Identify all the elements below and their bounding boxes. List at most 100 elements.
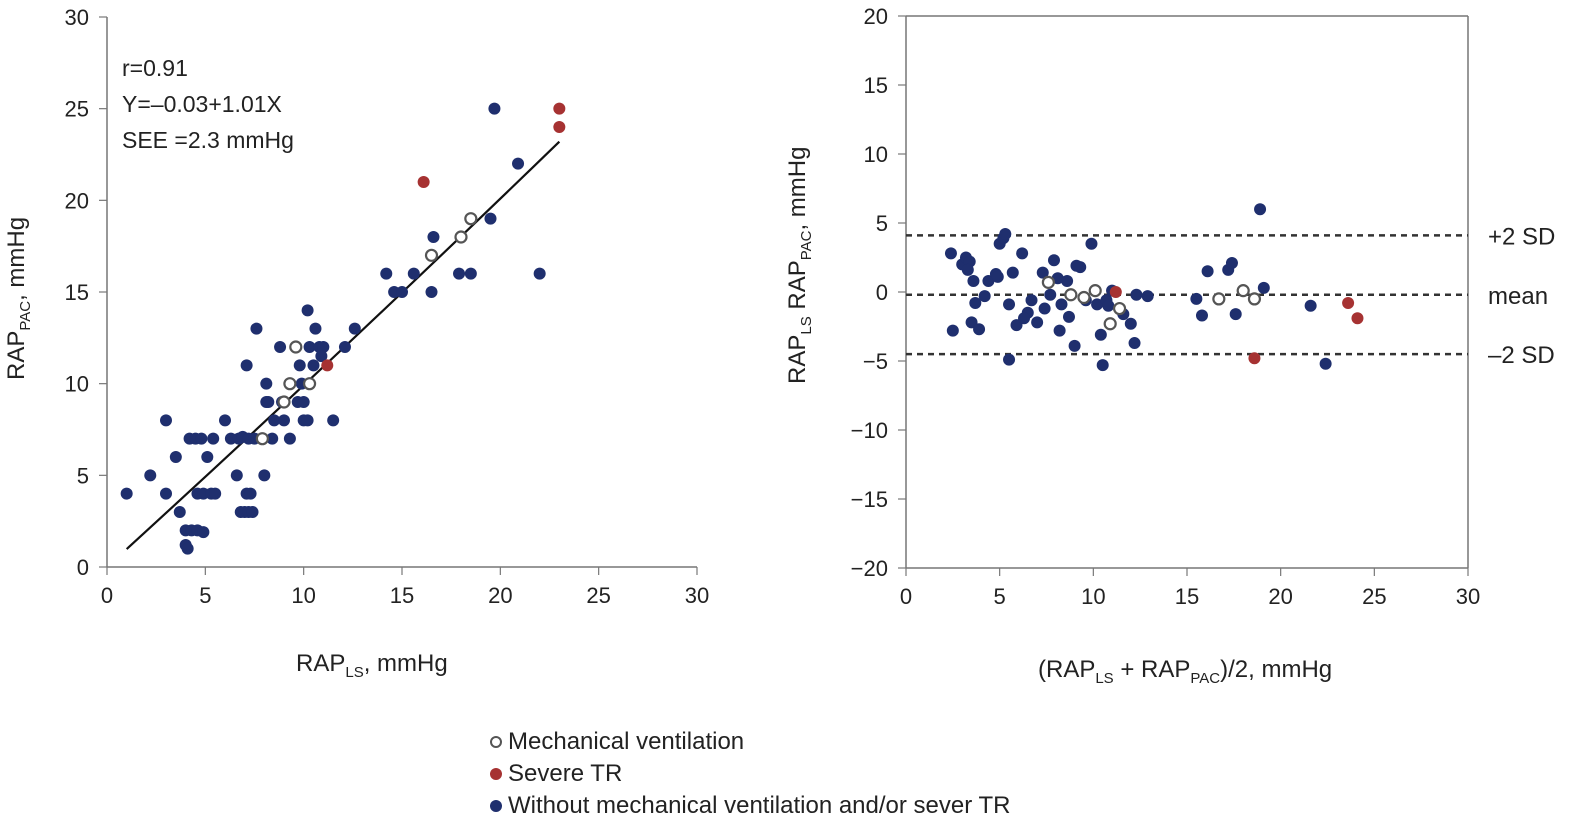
point-mechanical-ventilation [464,212,478,226]
point-without-mv-tr [173,506,186,518]
point-without-mv-tr [1141,290,1154,303]
point-without-mv-tr [348,322,361,335]
legend-marker-blue-dot-icon [490,800,502,812]
point-severe-tr [321,359,334,372]
point-severe-tr [1109,286,1122,298]
point-mechanical-ventilation [1077,290,1091,305]
point-without-mv-tr [301,414,314,427]
point-severe-tr [417,176,430,188]
legend-item-mechanical-ventilation: Mechanical ventilation [490,726,1010,758]
scatter-plot-correlation: 0 5 10 15 20 25 30 0 5 10 15 20 25 30 r=0.91 Y=–0.03+… [3,5,709,681]
point-without-mv-tr [991,270,1004,283]
right-x-tick-label: 5 [994,584,1006,609]
left-x-tick-label: 0 [101,583,113,608]
point-without-mv-tr [1031,316,1044,329]
point-without-mv-tr [961,263,974,276]
right-axes [905,15,1469,569]
point-severe-tr [1351,312,1364,325]
reference-line-label: –2 SD [1488,342,1555,369]
point-without-mv-tr [266,432,279,445]
right-ticks: 0 5 10 15 20 25 30 −20 −15 −10 −5 0 5 10 15 20 [851,4,1481,609]
left-x-tick-label: 15 [390,583,414,608]
point-without-mv-tr [978,290,991,303]
point-without-mv-tr [1047,254,1060,267]
point-without-mv-tr [944,247,957,260]
point-without-mv-tr [1038,302,1051,315]
point-without-mv-tr [338,341,351,353]
point-without-mv-tr [274,341,287,353]
point-mechanical-ventilation [1064,288,1078,302]
point-without-mv-tr [1061,274,1074,287]
reference-line-label: mean [1488,283,1548,310]
point-mechanical-ventilation [283,377,297,391]
point-mechanical-ventilation [1236,284,1250,298]
point-without-mv-tr [1229,308,1242,321]
point-without-mv-tr [1018,312,1031,325]
point-without-mv-tr [160,487,172,500]
point-without-mv-tr [1036,266,1049,279]
point-without-mv-tr [1102,299,1115,312]
legend-label: Without mechanical ventilation and/or se… [508,792,1011,819]
left-x-tick-label: 5 [199,583,211,608]
point-without-mv-tr [1091,298,1104,311]
point-without-mv-tr [250,322,263,335]
point-without-mv-tr [207,432,220,445]
right-y-tick-label: −10 [851,418,888,443]
point-without-mv-tr [427,231,440,243]
point-mechanical-ventilation [1041,275,1055,289]
point-without-mv-tr [380,267,393,280]
left-x-axis-label: RAPLS, mmHg [296,650,448,681]
point-without-mv-tr [201,451,214,463]
point-mechanical-ventilation [1212,292,1226,306]
point-without-mv-tr [303,341,316,353]
left-y-tick-label: 15 [65,280,89,305]
point-without-mv-tr [1096,359,1109,372]
point-without-mv-tr [1003,298,1016,311]
left-y-tick-label: 30 [65,5,89,30]
point-without-mv-tr [512,157,525,170]
right-y-tick-label: −5 [863,349,888,374]
right-y-axis-label: RAPLS RAPPAC, mmHg [784,147,815,384]
right-y-tick-label: 10 [864,142,888,167]
point-without-mv-tr [309,322,322,335]
point-without-mv-tr [260,377,273,390]
left-x-tick-label: 30 [685,583,709,608]
point-without-mv-tr [1195,309,1208,322]
point-without-mv-tr [230,469,243,482]
legend-label: Mechanical ventilation [508,728,745,755]
left-y-tick-label: 5 [77,463,89,488]
point-without-mv-tr [327,414,340,427]
point-without-mv-tr [181,542,194,555]
legend: Mechanical ventilation Severe TR Without… [490,726,1010,822]
point-without-mv-tr [1128,337,1141,350]
reference-line-label: +2 SD [1488,223,1555,250]
legend-marker-open-circle-icon [490,736,502,748]
point-mechanical-ventilation [277,395,291,409]
point-without-mv-tr [293,359,306,372]
legend-label: Severe TR [508,760,623,787]
point-without-mv-tr [1062,310,1075,323]
point-without-mv-tr [283,432,296,445]
point-without-mv-tr [169,451,182,463]
point-severe-tr [553,102,566,115]
point-without-mv-tr [315,350,328,363]
point-without-mv-tr [484,212,497,225]
right-x-tick-label: 0 [900,584,912,609]
point-without-mv-tr [195,432,208,445]
point-without-mv-tr [219,414,231,427]
left-ticks: 0 5 10 15 20 25 30 0 5 10 15 20 25 30 [65,5,710,608]
point-without-mv-tr [1085,237,1098,250]
right-x-axis-label: (RAPLS + RAPPAC)/2, mmHg [1038,656,1332,687]
annotation-equation: Y=–0.03+1.01X [122,91,282,117]
point-without-mv-tr [278,414,290,427]
right-y-tick-label: −20 [851,556,888,581]
point-without-mv-tr [258,469,271,482]
left-points [120,102,566,555]
point-without-mv-tr [1055,298,1068,311]
legend-marker-red-dot-icon [490,768,502,780]
right-x-tick-label: 20 [1268,584,1292,609]
point-without-mv-tr [999,228,1012,241]
point-severe-tr [553,121,566,133]
point-without-mv-tr [1016,247,1029,260]
point-without-mv-tr [1190,292,1203,305]
